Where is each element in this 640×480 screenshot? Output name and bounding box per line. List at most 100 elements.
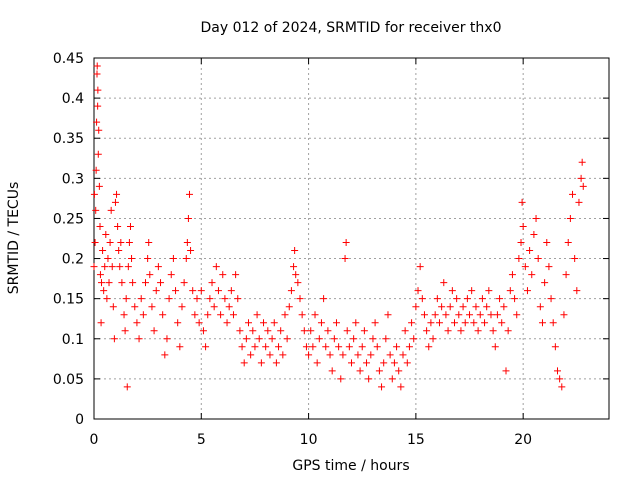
data-point-marker: [530, 230, 538, 238]
data-point-marker: [440, 279, 448, 287]
data-point-marker: [115, 247, 123, 255]
data-point-marker: [129, 279, 137, 287]
data-point-marker: [468, 287, 476, 295]
data-point-marker: [311, 311, 319, 319]
data-point-marker: [444, 327, 452, 335]
data-point-marker: [556, 375, 564, 383]
data-point-marker: [547, 295, 555, 303]
data-point-marker: [315, 335, 323, 343]
data-point-marker: [371, 319, 379, 327]
x-tick-label: 5: [197, 432, 206, 448]
data-point-marker: [212, 263, 220, 271]
data-point-marker: [163, 335, 171, 343]
data-point-marker: [159, 311, 167, 319]
data-point-marker: [337, 375, 345, 383]
data-point-marker: [214, 287, 222, 295]
data-point-marker: [281, 311, 289, 319]
data-point-marker: [573, 287, 581, 295]
data-point-marker: [103, 295, 111, 303]
data-point-marker: [313, 359, 321, 367]
data-point-marker: [324, 327, 332, 335]
data-point-marker: [275, 343, 283, 351]
data-point-marker: [255, 335, 263, 343]
data-point-marker: [513, 311, 521, 319]
data-point-marker: [146, 271, 154, 279]
data-point-marker: [554, 367, 561, 375]
data-point-marker: [210, 303, 218, 311]
data-point-marker: [104, 255, 112, 263]
data-point-marker: [145, 239, 153, 247]
data-point-marker: [380, 359, 388, 367]
data-point-marker: [107, 206, 115, 214]
data-point-marker: [283, 335, 291, 343]
data-point-marker: [356, 367, 364, 375]
data-point-marker: [189, 287, 197, 295]
data-point-marker: [277, 327, 285, 335]
data-point-marker: [124, 263, 132, 271]
data-point-marker: [197, 287, 205, 295]
data-point-marker: [483, 303, 491, 311]
y-tick-label: 0.4: [62, 91, 84, 107]
data-point-marker: [551, 343, 559, 351]
data-point-marker: [236, 327, 244, 335]
data-point-marker: [442, 311, 450, 319]
data-point-marker: [332, 319, 340, 327]
data-point-marker: [264, 327, 272, 335]
data-point-marker: [560, 311, 568, 319]
data-point-marker: [148, 303, 156, 311]
data-point-marker: [375, 367, 383, 375]
data-point-marker: [185, 190, 193, 198]
data-point-marker: [253, 311, 261, 319]
data-point-marker: [569, 190, 577, 198]
data-point-marker: [262, 343, 270, 351]
data-point-marker: [167, 271, 175, 279]
data-point-marker: [339, 351, 347, 359]
data-point-marker: [474, 327, 482, 335]
data-point-marker: [463, 295, 471, 303]
data-point-marker: [317, 319, 325, 327]
data-point-marker: [395, 367, 403, 375]
data-point-marker: [309, 343, 317, 351]
data-point-marker: [538, 319, 546, 327]
data-point-marker: [345, 343, 353, 351]
data-point-marker: [504, 327, 512, 335]
data-point-marker: [291, 247, 299, 255]
y-tick-label: 0.3: [62, 171, 84, 187]
data-point-marker: [108, 263, 116, 271]
data-point-marker: [502, 367, 510, 375]
data-point-marker: [152, 287, 160, 295]
data-point-marker: [412, 303, 420, 311]
data-point-marker: [268, 335, 276, 343]
data-point-marker: [365, 375, 373, 383]
data-point-marker: [176, 343, 184, 351]
data-point-marker: [534, 255, 542, 263]
data-point-marker: [521, 263, 529, 271]
data-point-marker: [496, 295, 504, 303]
data-point-marker: [489, 327, 497, 335]
y-tick-label: 0: [75, 412, 84, 428]
data-point-marker: [298, 311, 306, 319]
data-point-marker: [144, 255, 152, 263]
plot-frame: [93, 57, 610, 420]
data-point-marker: [498, 319, 506, 327]
y-tick-label: 0.2: [62, 252, 84, 268]
data-point-marker: [328, 367, 336, 375]
data-point-marker: [97, 319, 105, 327]
x-tick-label: 15: [407, 432, 425, 448]
data-point-marker: [493, 311, 501, 319]
data-point-marker: [128, 255, 136, 263]
data-point-marker: [517, 239, 525, 247]
data-point-marker: [532, 214, 540, 222]
data-point-marker: [142, 279, 149, 287]
data-point-marker: [195, 319, 203, 327]
data-point-marker: [350, 335, 358, 343]
data-point-marker: [418, 295, 426, 303]
data-point-marker: [571, 255, 579, 263]
data-point-marker: [472, 303, 480, 311]
data-point-marker: [110, 335, 118, 343]
data-point-marker: [305, 351, 313, 359]
data-point-marker: [93, 118, 101, 126]
data-point-marker: [360, 327, 368, 335]
data-point-marker: [105, 279, 113, 287]
data-point-marker: [536, 303, 544, 311]
